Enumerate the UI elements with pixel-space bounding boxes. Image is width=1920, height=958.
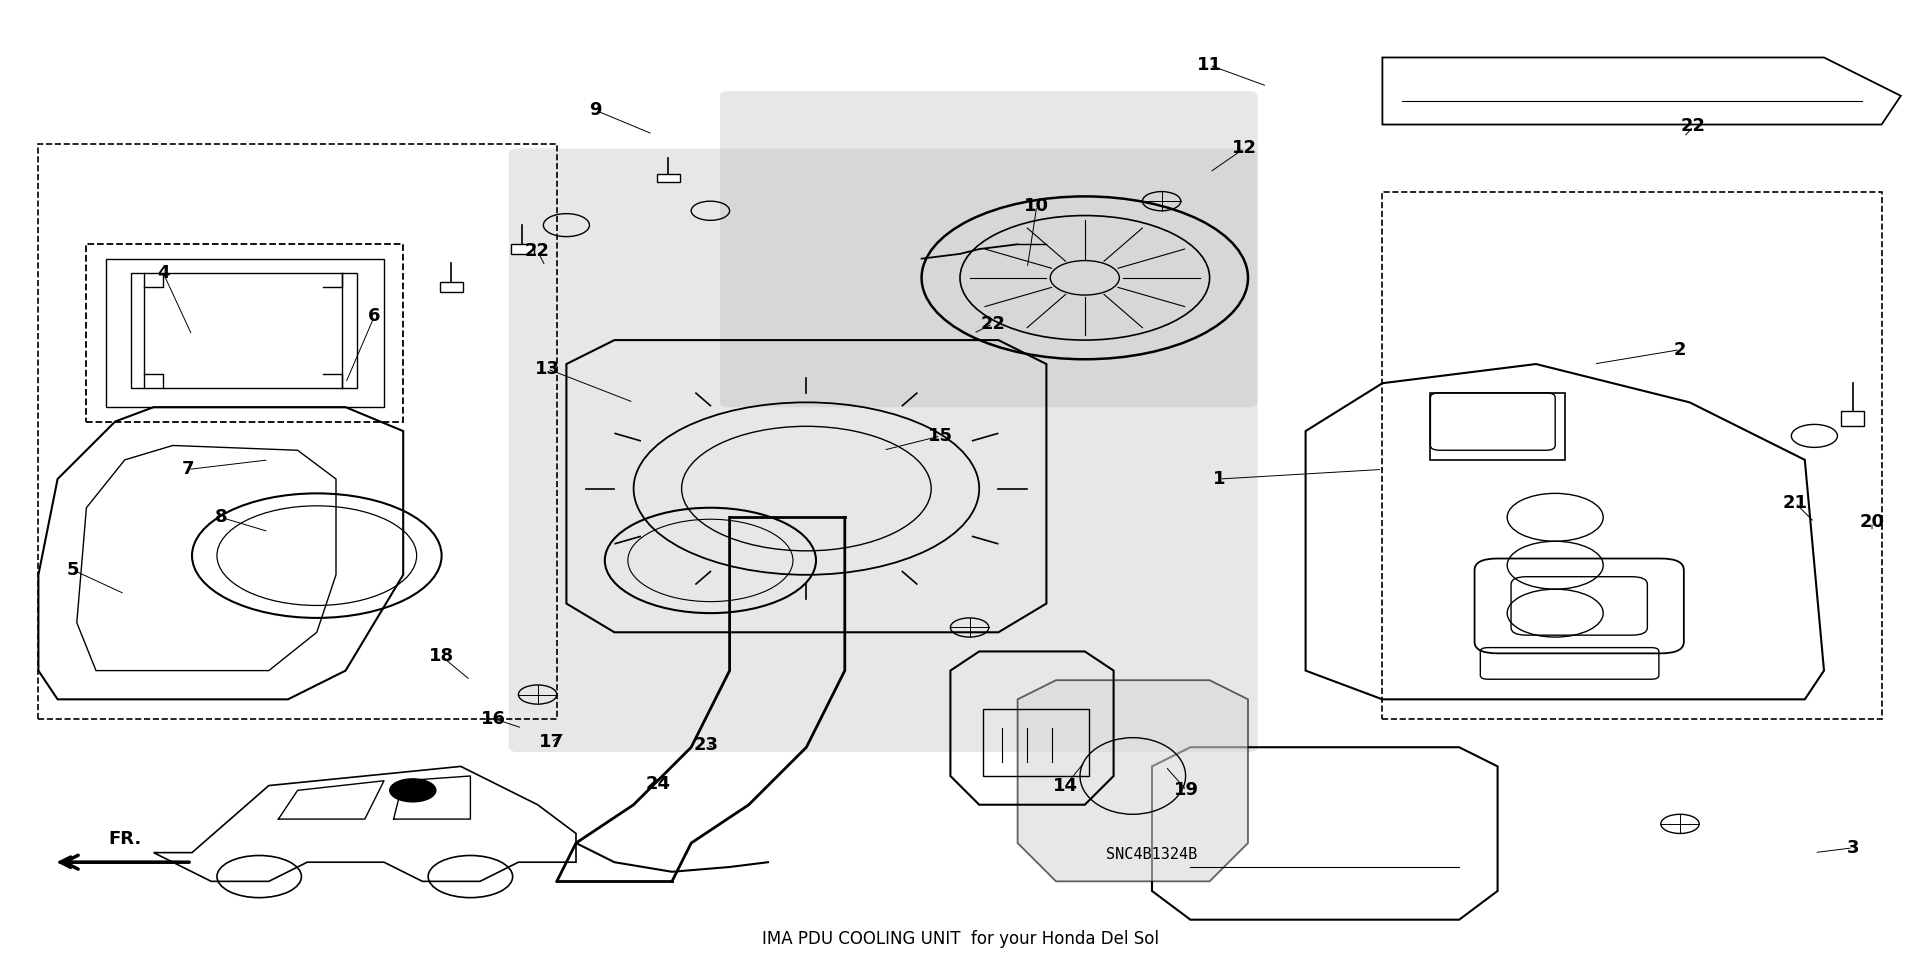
Text: 8: 8	[215, 509, 227, 526]
Text: 2: 2	[1674, 341, 1686, 358]
Text: FR.: FR.	[108, 830, 142, 848]
Text: 11: 11	[1196, 57, 1223, 74]
Text: 23: 23	[693, 737, 720, 754]
Text: 4: 4	[157, 264, 169, 282]
Text: 9: 9	[589, 102, 601, 119]
Text: 22: 22	[1680, 118, 1707, 135]
Text: 15: 15	[927, 427, 954, 445]
Text: 18: 18	[428, 648, 455, 665]
Text: 16: 16	[480, 710, 507, 727]
Text: 1: 1	[1213, 470, 1225, 488]
Bar	[657, 173, 680, 182]
Text: 7: 7	[182, 461, 194, 478]
Text: IMA PDU COOLING UNIT  for your Honda Del Sol: IMA PDU COOLING UNIT for your Honda Del …	[762, 930, 1158, 948]
Bar	[1430, 393, 1565, 460]
Text: 13: 13	[534, 360, 561, 377]
Circle shape	[390, 779, 436, 802]
Text: 6: 6	[369, 308, 380, 325]
Text: 20: 20	[1859, 513, 1885, 531]
Text: 3: 3	[1847, 839, 1859, 856]
Text: SNC4B1324B: SNC4B1324B	[1106, 847, 1198, 862]
Text: 19: 19	[1173, 782, 1200, 799]
Bar	[440, 283, 463, 292]
Bar	[1841, 411, 1864, 426]
Bar	[106, 259, 384, 407]
FancyBboxPatch shape	[720, 91, 1258, 407]
Text: 14: 14	[1052, 777, 1079, 794]
FancyBboxPatch shape	[509, 148, 1258, 752]
Text: 17: 17	[538, 734, 564, 751]
Polygon shape	[1018, 680, 1248, 881]
Bar	[983, 709, 1089, 776]
Bar	[86, 244, 403, 422]
Bar	[38, 144, 557, 718]
Text: 12: 12	[1231, 140, 1258, 157]
Text: 10: 10	[1023, 197, 1050, 215]
Text: 24: 24	[645, 775, 672, 792]
Text: 22: 22	[524, 242, 551, 260]
Bar	[1382, 192, 1882, 719]
Bar	[511, 244, 534, 254]
Text: 22: 22	[979, 315, 1006, 332]
Bar	[131, 273, 357, 388]
Text: 5: 5	[67, 561, 79, 579]
Text: 21: 21	[1782, 494, 1809, 512]
